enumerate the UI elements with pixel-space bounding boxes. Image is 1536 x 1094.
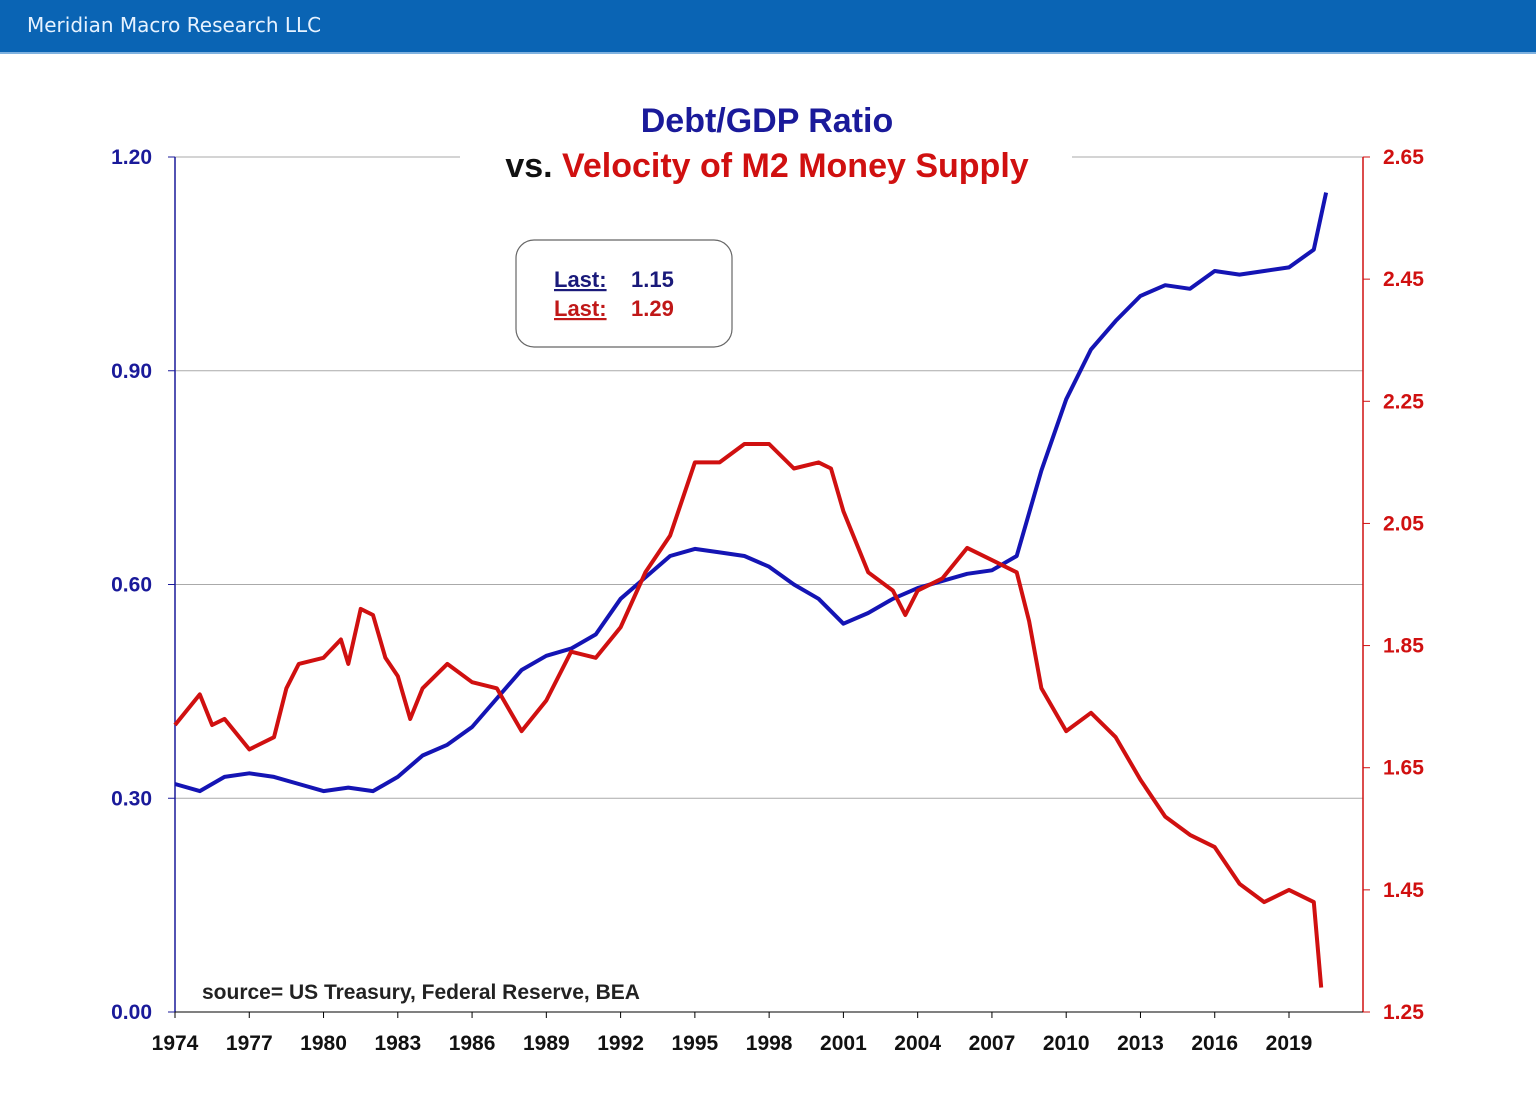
- x-tick-label: 2007: [969, 1032, 1016, 1055]
- x-tick-label: 1998: [746, 1032, 793, 1055]
- chart-title: Debt/GDP Ratio: [641, 102, 894, 140]
- x-tick-label: 1995: [672, 1032, 719, 1055]
- x-tick-label: 1977: [226, 1032, 273, 1055]
- header-title: Meridian Macro Research LLC: [27, 13, 322, 37]
- left-tick-label: 0.60: [111, 574, 152, 597]
- x-tick-label: 2016: [1191, 1032, 1238, 1055]
- right-tick-label: 2.65: [1383, 146, 1424, 169]
- title-backdrop: [460, 140, 1072, 190]
- x-tick-label: 2004: [894, 1032, 941, 1055]
- x-tick-label: 2010: [1043, 1032, 1090, 1055]
- right-tick-label: 1.85: [1383, 635, 1424, 658]
- left-tick-label: 0.90: [111, 360, 152, 383]
- right-tick-label: 1.45: [1383, 879, 1424, 902]
- chart-subtitle: vs. Velocity of M2 Money Supply: [505, 147, 1028, 185]
- source-note: source= US Treasury, Federal Reserve, BE…: [202, 981, 640, 1004]
- right-tick-label: 2.05: [1383, 512, 1424, 535]
- left-tick-label: 1.20: [111, 146, 152, 169]
- gridlines: [175, 156, 1363, 799]
- legend-box: [515, 239, 733, 348]
- right-tick-label: 2.45: [1383, 268, 1424, 291]
- x-tick-label: 1986: [449, 1032, 496, 1055]
- left-tick-label: 0.30: [111, 787, 152, 810]
- right-tick-label: 1.65: [1383, 757, 1424, 780]
- header-bar: Meridian Macro Research LLC: [0, 0, 1536, 54]
- x-tick-label: 2001: [820, 1032, 867, 1055]
- x-tick-label: 1980: [300, 1032, 347, 1055]
- left-tick-label: 0.00: [111, 1001, 152, 1024]
- x-tick-label: 1992: [597, 1032, 644, 1055]
- x-tick-label: 2019: [1266, 1032, 1313, 1055]
- legend-debt-value: 1.15: [631, 267, 674, 292]
- legend-debt-label: Last:: [554, 267, 607, 292]
- x-tick-label: 1983: [374, 1032, 421, 1055]
- m2-velocity-line: [173, 442, 1324, 988]
- right-tick-label: 1.25: [1383, 1001, 1424, 1024]
- x-tick-label: 1974: [152, 1032, 199, 1055]
- legend-velocity-value: 1.29: [631, 296, 674, 321]
- x-tick-label: 1989: [523, 1032, 570, 1055]
- legend-velocity-label: Last:: [554, 296, 607, 321]
- debt-gdp-line: [174, 192, 1329, 794]
- x-tick-label: 2013: [1117, 1032, 1164, 1055]
- right-tick-label: 2.25: [1383, 390, 1424, 413]
